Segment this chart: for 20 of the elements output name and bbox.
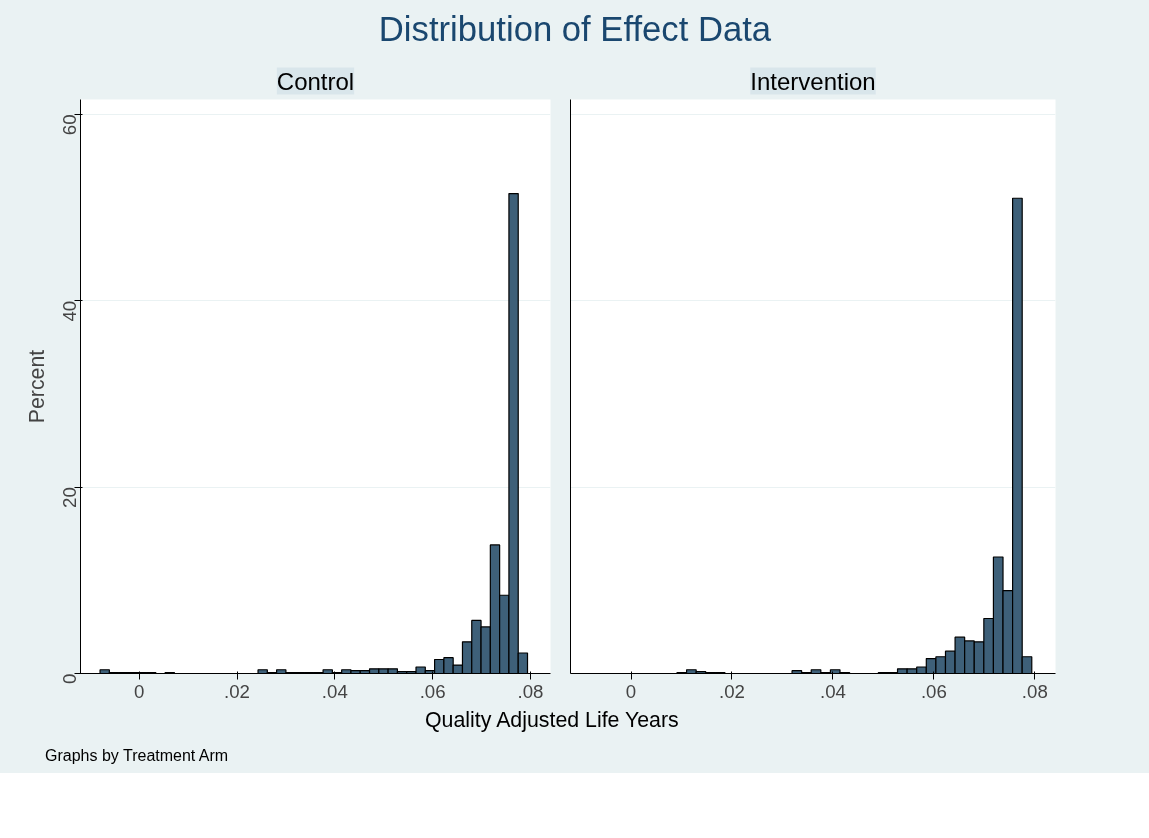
chart-title: Distribution of Effect Data [378,9,772,50]
x-tick-label: .08 [1021,680,1048,702]
x-axis-title: Quality Adjusted Life Years [425,706,679,734]
x-tick-label: 0 [625,680,637,702]
x-tick-label: .04 [819,680,846,702]
x-tick-label: .08 [517,680,544,702]
x-tick-label: .06 [920,680,947,702]
chart-subtitle: Control [276,67,355,95]
y-tick-label: 60 [59,113,80,135]
y-axis-title: Percent [24,349,49,423]
text: Graphs by Treatment Arm [45,746,229,766]
x-tick-label: .02 [224,680,250,702]
x-tick-label: 0 [134,680,145,702]
y-tick-label: 20 [59,486,80,508]
y-tick-label: 0 [59,673,80,684]
y-tick-label: 40 [59,300,80,322]
chart-subtitle: Intervention [750,67,876,95]
x-tick-label: .04 [321,680,348,702]
x-tick-label: .02 [719,680,745,702]
x-tick-label: .06 [419,680,446,702]
